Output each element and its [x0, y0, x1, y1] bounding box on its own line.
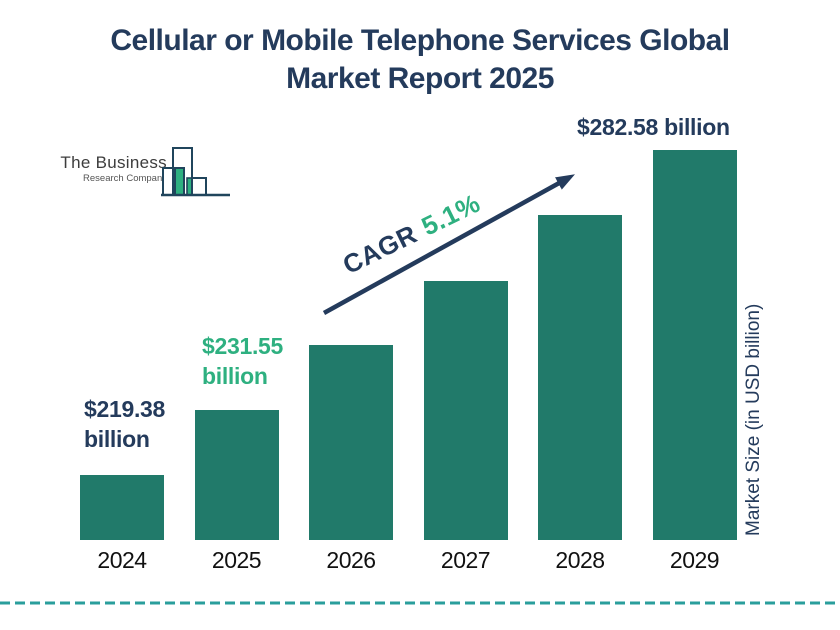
- page-title: Cellular or Mobile Telephone Services Gl…: [0, 22, 840, 98]
- cagr-value: 5.1%: [416, 187, 485, 242]
- page-title-line2: Market Report 2025: [286, 62, 554, 95]
- bar-2029: [652, 150, 737, 540]
- y-axis-label: Market Size (in USD billion): [743, 303, 764, 537]
- bar-2024: [80, 475, 164, 540]
- value-label-2024-line1: $219.38: [84, 396, 166, 422]
- bar-2026: [309, 345, 393, 540]
- x-axis-label-2028: 2028: [555, 547, 605, 573]
- x-axis-label-2026: 2026: [326, 547, 376, 573]
- value-label-2025-line1: $231.55: [202, 333, 284, 359]
- bar-column-2025: 2025: [194, 410, 279, 573]
- value-label-2029: $282.58 billion: [577, 112, 730, 142]
- bar-2027: [423, 281, 508, 540]
- bar-column-2029: 2029: [652, 150, 737, 573]
- cagr-annotation: CAGR5.1%: [338, 188, 485, 281]
- value-label-2029-line1: $282.58 billion: [577, 114, 730, 140]
- x-axis-label-2024: 2024: [97, 547, 147, 573]
- bottom-dashed-divider: [0, 601, 840, 605]
- bar-column-2027: 2027: [423, 281, 508, 573]
- value-label-2024: $219.38 billion: [84, 394, 165, 454]
- bar-column-2028: 2028: [538, 215, 622, 573]
- value-label-2025: $231.55 billion: [202, 331, 283, 391]
- bar-2025: [194, 410, 279, 540]
- bar-column-2024: 2024: [80, 475, 164, 573]
- cagr-label: CAGR: [338, 218, 422, 280]
- x-axis-label-2029: 2029: [669, 547, 720, 573]
- bar-chart-logo-icon: [160, 140, 238, 200]
- bar-column-2026: 2026: [309, 345, 393, 573]
- company-logo-text: The Business Research Company: [50, 153, 167, 184]
- page-title-line1: Cellular or Mobile Telephone Services Gl…: [110, 24, 730, 57]
- logo-subname-text: Research Company: [83, 173, 167, 184]
- value-label-2024-line2: billion: [84, 426, 150, 452]
- value-label-2025-line2: billion: [202, 363, 268, 389]
- x-axis-label-2025: 2025: [211, 547, 262, 573]
- bar-2028: [538, 215, 622, 540]
- x-axis-label-2027: 2027: [440, 547, 491, 573]
- company-logo: The Business Research Company: [50, 138, 240, 200]
- logo-name-text: The Business: [60, 153, 167, 172]
